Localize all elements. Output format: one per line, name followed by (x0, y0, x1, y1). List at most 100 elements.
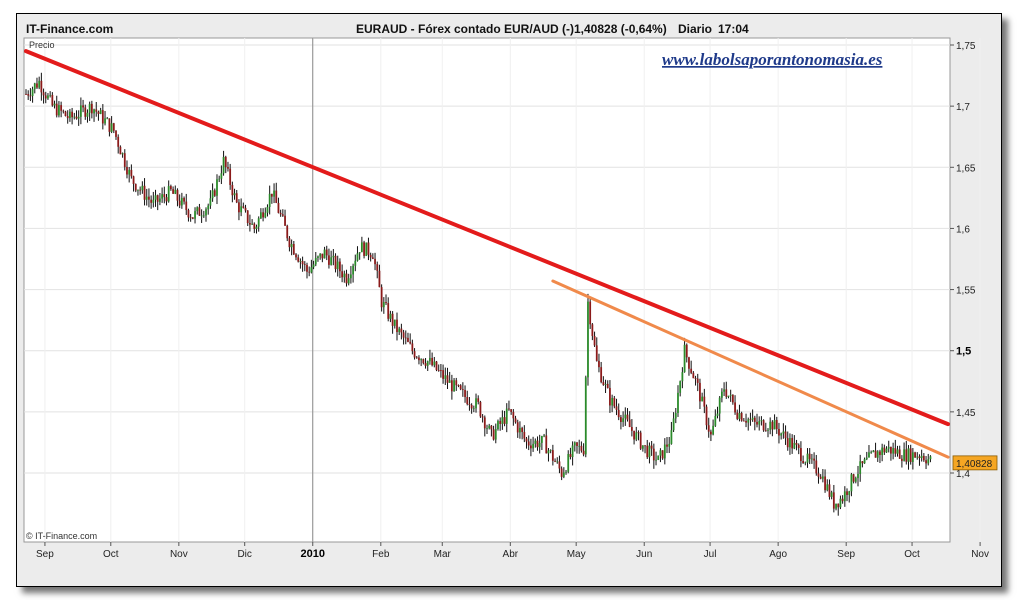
ohlc-bar (308, 266, 311, 277)
ohlc-bar (775, 416, 778, 434)
ohlc-bar (830, 490, 833, 500)
ohlc-bar (457, 384, 460, 388)
ohlc-bar (734, 395, 736, 415)
x-tick-label: Feb (372, 549, 390, 560)
ohlc-bar (874, 442, 877, 458)
ohlc-bar (60, 101, 63, 118)
ohlc-bar (560, 466, 563, 481)
ohlc-bar (742, 417, 745, 422)
ohlc-bar (712, 419, 715, 436)
ohlc-bar (450, 374, 453, 400)
ohlc-bar (538, 434, 541, 454)
ohlc-bar (284, 209, 286, 226)
ohlc-bar (378, 264, 381, 288)
x-tick-label: May (567, 549, 586, 560)
ohlc-bar (593, 331, 596, 347)
ohlc-bar (694, 375, 697, 386)
ohlc-bar (220, 165, 223, 185)
ohlc-bar (810, 453, 813, 464)
ohlc-bar (317, 255, 319, 262)
ohlc-bar (710, 429, 712, 442)
ohlc-bar (167, 180, 170, 203)
ohlc-bar (499, 417, 502, 431)
ohlc-bar (516, 419, 519, 438)
ohlc-bar (911, 448, 914, 470)
ohlc-bar (73, 112, 76, 120)
ohlc-bar (42, 88, 45, 104)
ohlc-bar (817, 467, 820, 484)
ohlc-bar (249, 214, 251, 232)
ohlc-bar (334, 253, 337, 273)
ohlc-bar (714, 409, 717, 427)
ohlc-bar (797, 443, 800, 455)
ohlc-bar (497, 419, 499, 431)
ohlc-bar (582, 443, 585, 457)
ohlc-bar (626, 408, 629, 422)
watermark-link[interactable]: www.labolsaporantonomasia.es (662, 50, 883, 69)
x-tick-label: Abr (503, 549, 519, 560)
ohlc-bar (345, 269, 348, 287)
y-tick-label: 1,55 (956, 286, 976, 297)
ohlc-bar (321, 253, 324, 263)
ohlc-bar (701, 392, 704, 402)
ohlc-bar (49, 91, 52, 98)
ohlc-bar (407, 332, 409, 343)
ohlc-bar (53, 100, 56, 109)
ohlc-bar (461, 382, 464, 397)
ohlc-bar (27, 90, 30, 100)
ohlc-bar (481, 414, 484, 423)
ohlc-bar (363, 240, 365, 259)
trendlines (24, 49, 950, 459)
ohlc-bar (567, 450, 570, 474)
ohlc-bar (688, 356, 690, 376)
ohlc-bar (413, 348, 416, 360)
ohlc-bar (200, 209, 203, 223)
ohlc-bar (240, 198, 243, 217)
ohlc-bar (784, 425, 787, 445)
ohlc-bar (374, 252, 376, 271)
ohlc-bar (426, 360, 429, 371)
ohlc-bar (824, 469, 826, 493)
ohlc-bar (354, 254, 357, 272)
ohlc-bar (266, 204, 269, 217)
ohlc-bar (336, 255, 339, 277)
ohlc-bar (922, 453, 925, 462)
y-tick-label: 1,5 (956, 346, 971, 358)
ohlc-bar (751, 409, 754, 422)
ohlc-bar (387, 297, 390, 322)
ohlc-bar (762, 419, 765, 432)
ohlc-bar (868, 445, 870, 458)
ohlc-bar (887, 440, 890, 453)
ohlc-bar (134, 183, 137, 193)
ohlc-bar (242, 202, 245, 209)
ohlc-bar (808, 448, 811, 465)
ohlc-bar (93, 108, 95, 122)
ohlc-bar (905, 440, 908, 465)
x-tick-label: Oct (103, 549, 119, 560)
ohlc-bar (126, 160, 128, 179)
ohlc-bar (677, 385, 679, 417)
ohlc-bar (523, 425, 526, 443)
ohlc-bar (639, 430, 642, 451)
ohlc-bar (97, 110, 100, 121)
ohlc-bar (576, 441, 578, 454)
ohlc-bar (435, 360, 438, 372)
ohlc-bar (723, 382, 725, 396)
ohlc-bar (172, 186, 174, 194)
ohlc-bar (148, 188, 150, 208)
ohlc-bar (591, 323, 594, 341)
ohlc-bar (510, 409, 513, 415)
ohlc-bar (424, 358, 427, 369)
ohlc-bar (301, 256, 304, 272)
y-tick-label: 1,6 (956, 224, 970, 235)
ohlc-bar (62, 109, 65, 114)
ohlc-bar (479, 400, 482, 418)
ohlc-bar (110, 116, 113, 134)
ohlc-bar (703, 388, 706, 414)
ohlc-bar (380, 284, 383, 312)
last-price-tag (952, 455, 998, 471)
ohlc-bar (411, 339, 414, 355)
ohlc-bar (699, 378, 701, 410)
grid-lines (24, 38, 981, 542)
ohlc-bar (185, 193, 188, 215)
